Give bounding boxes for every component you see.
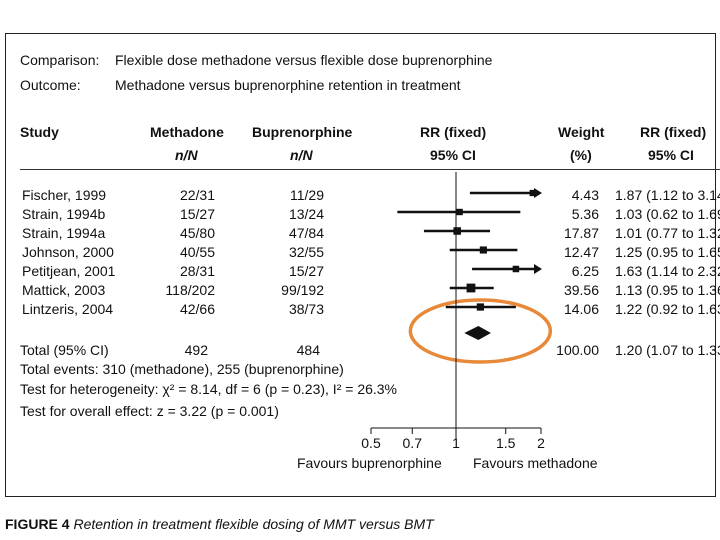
favours-methadone: Favours methadone bbox=[473, 455, 598, 471]
x-tick-label: 1 bbox=[452, 435, 460, 451]
outcome-label: Outcome: bbox=[20, 77, 81, 93]
buprenorphine-count: 11/29 bbox=[290, 187, 324, 203]
outcome-value: Methadone versus buprenorphine retention… bbox=[115, 77, 461, 93]
study-name: Petitjean, 2001 bbox=[22, 263, 116, 279]
x-tick-label: 2 bbox=[537, 435, 545, 451]
col-buprenorphine-sub: n/N bbox=[290, 147, 313, 163]
favours-buprenorphine: Favours buprenorphine bbox=[297, 455, 442, 471]
weight-value: 17.87 bbox=[563, 225, 599, 241]
total-weight: 100.00 bbox=[556, 342, 599, 358]
rr-ci-value: 1.13 (0.95 to 1.36) bbox=[615, 282, 720, 298]
buprenorphine-count: 99/192 bbox=[281, 282, 324, 298]
x-tick-label: 1.5 bbox=[496, 435, 516, 451]
col-weight: Weight bbox=[558, 124, 605, 140]
weight-value: 14.06 bbox=[563, 301, 599, 317]
methadone-count: 15/27 bbox=[179, 206, 215, 222]
point-estimate bbox=[479, 246, 487, 254]
x-tick-label: 0.7 bbox=[403, 435, 423, 451]
buprenorphine-count: 38/73 bbox=[288, 301, 324, 317]
col-study: Study bbox=[20, 124, 59, 140]
study-name: Strain, 1994b bbox=[22, 206, 106, 222]
figure-frame bbox=[5, 33, 716, 497]
point-estimate bbox=[466, 283, 476, 293]
methadone-count: 118/202 bbox=[165, 282, 215, 298]
comparison-value: Flexible dose methadone versus flexible … bbox=[115, 52, 493, 68]
buprenorphine-count: 13/24 bbox=[288, 206, 324, 222]
buprenorphine-count: 47/84 bbox=[288, 225, 324, 241]
point-estimate bbox=[529, 189, 536, 197]
rr-ci-value: 1.03 (0.62 to 1.69) bbox=[615, 206, 720, 222]
rr-ci-value: 1.01 (0.77 to 1.32) bbox=[615, 225, 720, 241]
axis-ticks: 0.5 0.7 1 1.5 2 bbox=[361, 428, 545, 451]
study-name: Mattick, 2003 bbox=[22, 282, 106, 298]
figure-caption: FIGURE 4 Retention in treatment flexible… bbox=[5, 516, 434, 532]
col-rr-sub: 95% CI bbox=[648, 147, 694, 163]
plot-marks bbox=[397, 188, 553, 364]
col-buprenorphine: Buprenorphine bbox=[252, 124, 353, 140]
methadone-count: 42/66 bbox=[179, 301, 215, 317]
ci-arrow bbox=[534, 188, 542, 198]
total-methadone: 492 bbox=[184, 342, 208, 358]
weight-value: 6.25 bbox=[571, 263, 599, 279]
rr-ci-value: 1.22 (0.92 to 1.63) bbox=[615, 301, 720, 317]
weight-value: 5.36 bbox=[571, 206, 599, 222]
col-rr: RR (fixed) bbox=[640, 124, 707, 140]
rr-ci-value: 1.63 (1.14 to 2.32) bbox=[615, 263, 720, 279]
highlight-ellipse bbox=[408, 298, 553, 364]
total-buprenorphine: 484 bbox=[296, 342, 320, 358]
col-rr-plot-sub: 95% CI bbox=[430, 147, 476, 163]
methadone-count: 45/80 bbox=[179, 225, 215, 241]
comparison-label: Comparison: bbox=[20, 52, 100, 68]
col-methadone: Methadone bbox=[150, 124, 224, 140]
point-estimate bbox=[456, 208, 463, 216]
methadone-count: 22/31 bbox=[179, 187, 215, 203]
weight-value: 39.56 bbox=[563, 282, 599, 298]
figure-caption-text: Retention in treatment flexible dosing o… bbox=[73, 516, 434, 532]
study-name: Strain, 1994a bbox=[22, 225, 106, 241]
total-events-note: Total events: 310 (methadone), 255 (bupr… bbox=[20, 361, 344, 377]
heterogeneity-note: Test for heterogeneity: χ² = 8.14, df = … bbox=[20, 381, 398, 397]
methadone-count: 40/55 bbox=[179, 244, 215, 260]
header-rule bbox=[20, 169, 720, 170]
x-tick-label: 0.5 bbox=[361, 435, 381, 451]
pooled-diamond bbox=[464, 326, 491, 340]
point-estimate bbox=[512, 265, 520, 273]
methadone-count: 28/31 bbox=[179, 263, 215, 279]
col-weight-sub: (%) bbox=[570, 147, 592, 163]
weight-value: 4.43 bbox=[571, 187, 599, 203]
ci-arrow bbox=[534, 264, 542, 274]
total-rr-ci: 1.20 (1.07 to 1.33) bbox=[615, 342, 720, 358]
rr-ci-value: 1.25 (0.95 to 1.65) bbox=[615, 244, 720, 260]
total-label: Total (95% CI) bbox=[20, 342, 109, 358]
figure-number: FIGURE 4 bbox=[5, 516, 70, 532]
overall-effect-note: Test for overall effect: z = 3.22 (p = 0… bbox=[20, 403, 279, 419]
col-methadone-sub: n/N bbox=[175, 147, 198, 163]
point-estimate bbox=[453, 227, 461, 235]
buprenorphine-count: 15/27 bbox=[288, 263, 324, 279]
rr-ci-value: 1.87 (1.12 to 3.14) bbox=[615, 187, 720, 203]
buprenorphine-count: 32/55 bbox=[288, 244, 324, 260]
study-name: Lintzeris, 2004 bbox=[22, 301, 114, 317]
weight-value: 12.47 bbox=[563, 244, 599, 260]
study-name: Fischer, 1999 bbox=[22, 187, 107, 203]
study-name: Johnson, 2000 bbox=[22, 244, 114, 260]
point-estimate bbox=[476, 303, 485, 311]
col-rr-plot: RR (fixed) bbox=[420, 124, 487, 140]
